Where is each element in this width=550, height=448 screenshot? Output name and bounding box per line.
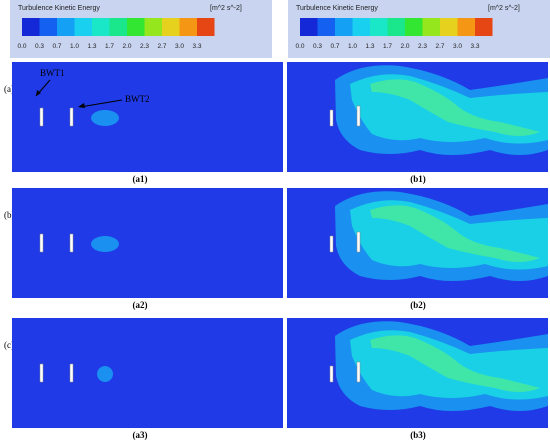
panels: (a) (a1) (b1) (b) (a2) (b2) (c) (a3) (b3) BWT1 BWT… xyxy=(4,62,549,440)
colorbar-tick-label: 0.7 xyxy=(52,43,61,50)
colorbar-tick-label: 0.3 xyxy=(35,43,44,50)
colorbar-segment xyxy=(74,18,92,36)
arrow xyxy=(79,99,123,108)
colorbar-segment xyxy=(405,18,423,36)
row-label: (a) xyxy=(4,84,14,94)
turbine-1 xyxy=(39,363,44,383)
panel-left xyxy=(12,62,283,172)
panel-left xyxy=(12,318,283,428)
colorbar-tick-label: 1.0 xyxy=(348,43,357,50)
colorbar-segment xyxy=(127,18,145,36)
panel-label: (b2) xyxy=(410,300,426,310)
arrow-head xyxy=(78,103,85,108)
colorbar-tick-label: 1.3 xyxy=(365,43,374,50)
panel-label: (a2) xyxy=(133,300,148,310)
colorbar-title: Turbulence Kinetic Energy xyxy=(18,5,100,12)
wake-blob xyxy=(91,110,119,126)
colorbar-tick-label: 3.3 xyxy=(470,43,479,50)
colorbar-tick-label: 2.3 xyxy=(140,43,149,50)
panel-label: (a1) xyxy=(133,174,148,184)
turbine-1 xyxy=(39,107,44,127)
colorbar-tick-label: 3.0 xyxy=(175,43,184,50)
annotation: BWT2 xyxy=(125,94,150,104)
colorbar-segment xyxy=(457,18,475,36)
colorbar-segment xyxy=(387,18,405,36)
colorbar-tick-label: 0.0 xyxy=(295,43,304,50)
colorbar-segment xyxy=(197,18,215,36)
colorbar-tick-label: 0.3 xyxy=(313,43,322,50)
colorbar-tick-label: 1.7 xyxy=(383,43,392,50)
colorbar-segment xyxy=(352,18,370,36)
colorbar-segment xyxy=(179,18,197,36)
colorbar-tick-label: 2.0 xyxy=(400,43,409,50)
colorbar-tick-label: 1.3 xyxy=(87,43,96,50)
row-label: (c) xyxy=(4,340,14,350)
turbine-2 xyxy=(69,107,74,127)
wake-blob xyxy=(97,366,113,382)
colorbars: Turbulence Kinetic Energy [m^2 s^-2] 0.0 0.… xyxy=(10,0,550,58)
colorbar-tick-label: 0.7 xyxy=(330,43,339,50)
panel-label: (b1) xyxy=(410,174,426,184)
colorbar-segment xyxy=(144,18,162,36)
colorbar-segment xyxy=(57,18,75,36)
colorbar-segment xyxy=(317,18,335,36)
colorbar-tick-label: 2.7 xyxy=(157,43,166,50)
colorbar-tick-label: 0.0 xyxy=(17,43,26,50)
colorbar-tick-label: 2.7 xyxy=(435,43,444,50)
turbine-1 xyxy=(39,233,44,253)
panel-left xyxy=(12,188,283,298)
colorbar-unit: [m^2 s^-2] xyxy=(488,5,520,12)
arrow-head xyxy=(36,90,41,96)
colorbar-segment xyxy=(422,18,440,36)
colorbar-tick-label: 2.3 xyxy=(418,43,427,50)
panel-label: (b3) xyxy=(410,430,426,440)
colorbar-segment xyxy=(370,18,388,36)
colorbar-tick-label: 2.0 xyxy=(122,43,131,50)
colorbar-tick-label: 1.0 xyxy=(70,43,79,50)
colorbar-unit: [m^2 s^-2] xyxy=(210,5,242,12)
colorbar-tick-label: 3.3 xyxy=(192,43,201,50)
turbine-2 xyxy=(69,233,74,253)
panel-label: (a3) xyxy=(133,430,148,440)
colorbar-tick-label: 1.7 xyxy=(105,43,114,50)
colorbar-segment xyxy=(92,18,110,36)
colorbar-segment xyxy=(475,18,493,36)
colorbar-segment xyxy=(162,18,180,36)
turbine-2 xyxy=(69,363,74,383)
colorbar-segment xyxy=(300,18,318,36)
colorbar-title: Turbulence Kinetic Energy xyxy=(296,5,378,12)
colorbar-segment xyxy=(335,18,353,36)
colorbar-tick-label: 3.0 xyxy=(453,43,462,50)
wake-blob xyxy=(91,236,119,252)
row-label: (b) xyxy=(4,210,15,220)
annotation: BWT1 xyxy=(40,68,65,78)
colorbar-segment xyxy=(22,18,40,36)
colorbar-segment xyxy=(440,18,458,36)
colorbar-segment xyxy=(109,18,127,36)
colorbar-segment xyxy=(39,18,57,36)
